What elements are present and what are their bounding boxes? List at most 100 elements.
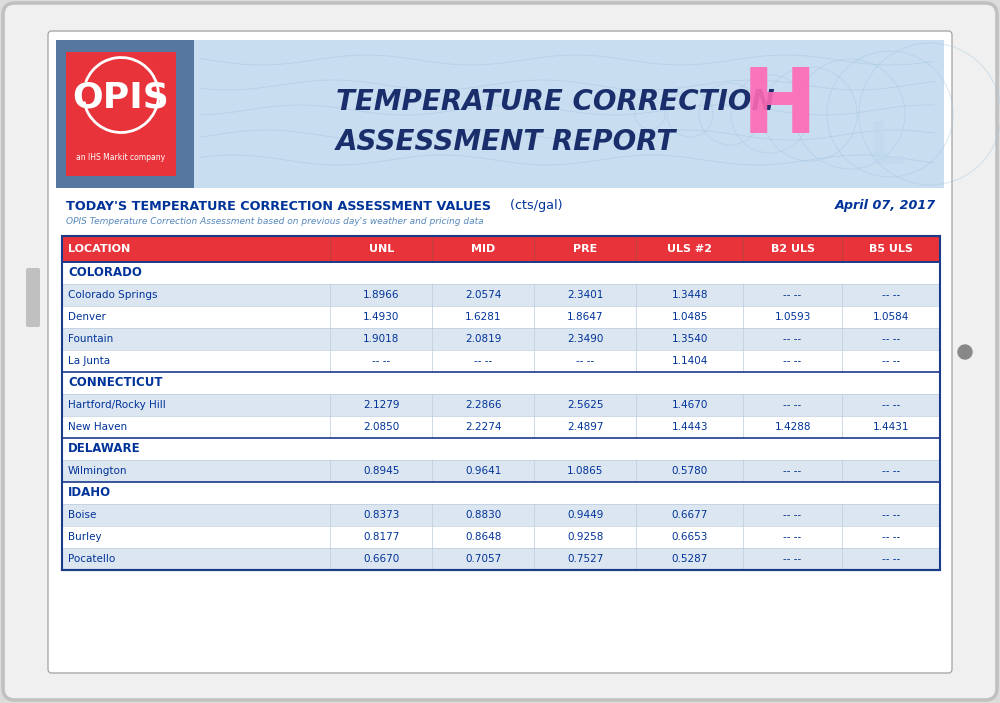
Text: 1.9018: 1.9018 xyxy=(363,334,400,344)
Text: 2.1279: 2.1279 xyxy=(363,400,400,410)
Text: 0.6677: 0.6677 xyxy=(672,510,708,520)
FancyBboxPatch shape xyxy=(56,40,944,188)
Text: ASSESSMENT REPORT: ASSESSMENT REPORT xyxy=(336,128,676,156)
FancyBboxPatch shape xyxy=(48,31,952,673)
Text: 1.8966: 1.8966 xyxy=(363,290,400,300)
FancyBboxPatch shape xyxy=(26,268,40,327)
Text: -- --: -- -- xyxy=(882,334,900,344)
Text: UNL: UNL xyxy=(369,244,394,254)
Text: 2.5625: 2.5625 xyxy=(567,400,603,410)
Text: B2 ULS: B2 ULS xyxy=(771,244,815,254)
Text: 2.2866: 2.2866 xyxy=(465,400,502,410)
Text: MID: MID xyxy=(471,244,495,254)
Text: -- --: -- -- xyxy=(783,466,802,476)
Text: 0.5780: 0.5780 xyxy=(672,466,708,476)
Text: Wilmington: Wilmington xyxy=(68,466,128,476)
Text: 1.8647: 1.8647 xyxy=(567,312,603,322)
FancyBboxPatch shape xyxy=(66,52,176,176)
Text: B5 ULS: B5 ULS xyxy=(869,244,913,254)
Text: -- --: -- -- xyxy=(372,356,390,366)
Text: 1.4288: 1.4288 xyxy=(774,422,811,432)
Text: CONNECTICUT: CONNECTICUT xyxy=(68,377,162,389)
Text: TEMPERATURE CORRECTION: TEMPERATURE CORRECTION xyxy=(336,88,775,116)
Text: IDAHO: IDAHO xyxy=(68,486,111,500)
Text: 2.0574: 2.0574 xyxy=(465,290,501,300)
Text: 0.8648: 0.8648 xyxy=(465,532,501,542)
Text: 0.8373: 0.8373 xyxy=(363,510,400,520)
Text: -- --: -- -- xyxy=(783,400,802,410)
Text: Boise: Boise xyxy=(68,510,96,520)
Text: L: L xyxy=(867,120,905,176)
Text: 1.0485: 1.0485 xyxy=(672,312,708,322)
Text: 2.4897: 2.4897 xyxy=(567,422,603,432)
Text: 1.4670: 1.4670 xyxy=(672,400,708,410)
FancyBboxPatch shape xyxy=(56,40,194,188)
FancyBboxPatch shape xyxy=(62,372,940,394)
Text: -- --: -- -- xyxy=(882,532,900,542)
Text: Colorado Springs: Colorado Springs xyxy=(68,290,158,300)
Text: -- --: -- -- xyxy=(882,466,900,476)
Text: -- --: -- -- xyxy=(882,290,900,300)
Text: 0.7057: 0.7057 xyxy=(465,554,501,564)
Text: -- --: -- -- xyxy=(783,356,802,366)
Text: -- --: -- -- xyxy=(882,356,900,366)
FancyBboxPatch shape xyxy=(62,306,940,328)
FancyBboxPatch shape xyxy=(62,328,940,350)
Text: -- --: -- -- xyxy=(882,554,900,564)
Text: April 07, 2017: April 07, 2017 xyxy=(835,200,936,212)
FancyBboxPatch shape xyxy=(62,394,940,416)
Text: New Haven: New Haven xyxy=(68,422,127,432)
Text: 2.3401: 2.3401 xyxy=(567,290,603,300)
Text: 2.0819: 2.0819 xyxy=(465,334,501,344)
Text: Denver: Denver xyxy=(68,312,106,322)
Text: 1.3540: 1.3540 xyxy=(672,334,708,344)
FancyBboxPatch shape xyxy=(62,526,940,548)
Text: Burley: Burley xyxy=(68,532,102,542)
Text: Fountain: Fountain xyxy=(68,334,113,344)
Text: 0.8830: 0.8830 xyxy=(465,510,501,520)
Text: -- --: -- -- xyxy=(474,356,492,366)
Text: 0.6670: 0.6670 xyxy=(363,554,399,564)
Text: 2.0850: 2.0850 xyxy=(363,422,399,432)
Text: -- --: -- -- xyxy=(576,356,594,366)
Text: 1.3448: 1.3448 xyxy=(672,290,708,300)
Text: an IHS Markit company: an IHS Markit company xyxy=(76,153,166,162)
Text: 0.9449: 0.9449 xyxy=(567,510,603,520)
Text: OPIS Temperature Correction Assessment based on previous day's weather and prici: OPIS Temperature Correction Assessment b… xyxy=(66,217,484,226)
FancyBboxPatch shape xyxy=(62,236,940,262)
Text: DELAWARE: DELAWARE xyxy=(68,442,141,456)
Text: 1.0584: 1.0584 xyxy=(873,312,909,322)
Circle shape xyxy=(958,345,972,359)
Text: LOCATION: LOCATION xyxy=(68,244,130,254)
FancyBboxPatch shape xyxy=(62,262,940,284)
Text: -- --: -- -- xyxy=(783,334,802,344)
Text: 0.9641: 0.9641 xyxy=(465,466,501,476)
Text: 0.8945: 0.8945 xyxy=(363,466,400,476)
Text: 2.3490: 2.3490 xyxy=(567,334,603,344)
Text: 2.2274: 2.2274 xyxy=(465,422,502,432)
FancyBboxPatch shape xyxy=(62,284,940,306)
Text: 0.5287: 0.5287 xyxy=(672,554,708,564)
Text: (cts/gal): (cts/gal) xyxy=(506,200,562,212)
Text: 1.1404: 1.1404 xyxy=(672,356,708,366)
Text: TODAY'S TEMPERATURE CORRECTION ASSESSMENT VALUES: TODAY'S TEMPERATURE CORRECTION ASSESSMEN… xyxy=(66,200,491,212)
Text: COLORADO: COLORADO xyxy=(68,266,142,280)
Text: La Junta: La Junta xyxy=(68,356,110,366)
Text: 0.9258: 0.9258 xyxy=(567,532,603,542)
Text: 1.6281: 1.6281 xyxy=(465,312,502,322)
Text: OPIS: OPIS xyxy=(73,81,169,115)
Text: H: H xyxy=(741,64,817,152)
Text: -- --: -- -- xyxy=(882,510,900,520)
Text: 1.4930: 1.4930 xyxy=(363,312,400,322)
Text: 1.0593: 1.0593 xyxy=(774,312,811,322)
Text: 0.8177: 0.8177 xyxy=(363,532,400,542)
FancyBboxPatch shape xyxy=(3,3,997,700)
Text: -- --: -- -- xyxy=(783,290,802,300)
Text: -- --: -- -- xyxy=(882,400,900,410)
Text: 0.7527: 0.7527 xyxy=(567,554,603,564)
Text: 1.4431: 1.4431 xyxy=(873,422,909,432)
FancyBboxPatch shape xyxy=(62,438,940,460)
Text: -- --: -- -- xyxy=(783,510,802,520)
Text: -- --: -- -- xyxy=(783,532,802,542)
Text: Hartford/Rocky Hill: Hartford/Rocky Hill xyxy=(68,400,166,410)
